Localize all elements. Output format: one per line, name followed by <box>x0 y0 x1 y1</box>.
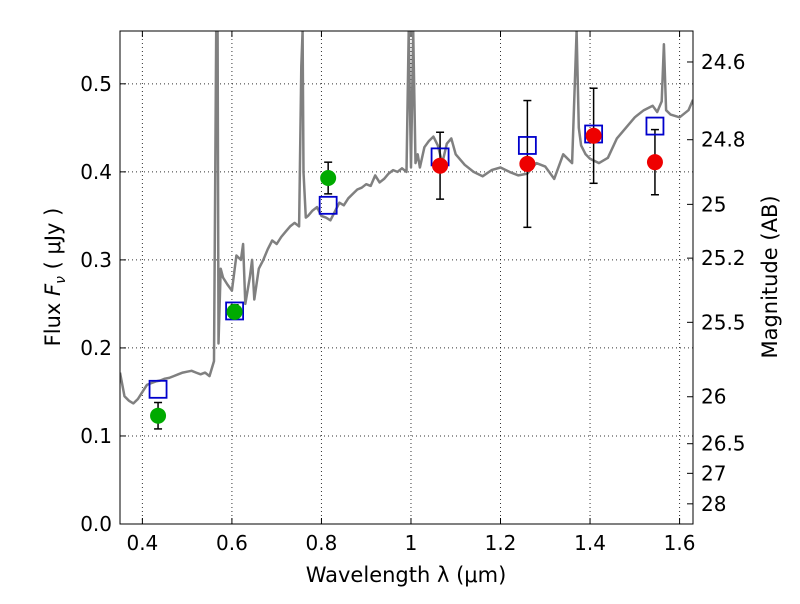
model-point <box>645 116 665 136</box>
nir-point <box>519 155 536 172</box>
y2-tick-label: 24.6 <box>701 50 746 74</box>
axis-ticks: 0.4 0.6 0.8 1 1.2 1.4 1.6 0.0 0.1 0.2 0.3 0.4 0.5 24.… <box>80 31 746 555</box>
y-tick-label: 0.1 <box>80 424 112 448</box>
y2-tick-label: 26.5 <box>701 432 746 456</box>
y2-tick-label: 25 <box>701 192 726 216</box>
spectrum-line <box>120 31 693 405</box>
nir-point <box>646 154 663 171</box>
y2-tick-label: 25.2 <box>701 246 746 270</box>
x-axis-label: Wavelength λ (μm) <box>306 563 507 587</box>
model-point <box>148 379 168 399</box>
x-tick-label: 0.8 <box>306 531 338 555</box>
y-tick-label: 0.3 <box>80 248 112 272</box>
x-tick-label: 1.4 <box>574 531 606 555</box>
y2-tick-label: 28 <box>701 492 726 516</box>
x-tick-label: 0.4 <box>126 531 158 555</box>
y2-tick-label: 27 <box>701 461 726 485</box>
x-tick-label: 1.2 <box>485 531 517 555</box>
y2-tick-label: 25.5 <box>701 310 746 334</box>
y-tick-label: 0.0 <box>80 512 112 536</box>
nir-point <box>432 157 449 174</box>
x-tick-label: 0.6 <box>216 531 248 555</box>
y-tick-label: 0.5 <box>80 72 112 96</box>
y-tick-label: 0.4 <box>80 160 112 184</box>
model-point <box>318 195 338 215</box>
y-axis-label: Flux Fν ( μJy ) <box>41 208 69 347</box>
x-tick-label: 1.6 <box>664 531 696 555</box>
plot-frame <box>119 30 694 525</box>
y2-axis-label: Magnitude (AB) <box>758 195 782 358</box>
nir-point <box>585 127 602 144</box>
y2-tick-label: 24.8 <box>701 128 746 152</box>
optical-point <box>150 407 167 424</box>
y-tick-label: 0.2 <box>80 336 112 360</box>
x-tick-label: 1 <box>405 531 418 555</box>
plot-area <box>120 31 693 430</box>
model-point <box>517 136 537 155</box>
optical-point <box>320 170 337 187</box>
optical-point <box>226 303 243 320</box>
y2-tick-label: 26 <box>701 385 726 409</box>
